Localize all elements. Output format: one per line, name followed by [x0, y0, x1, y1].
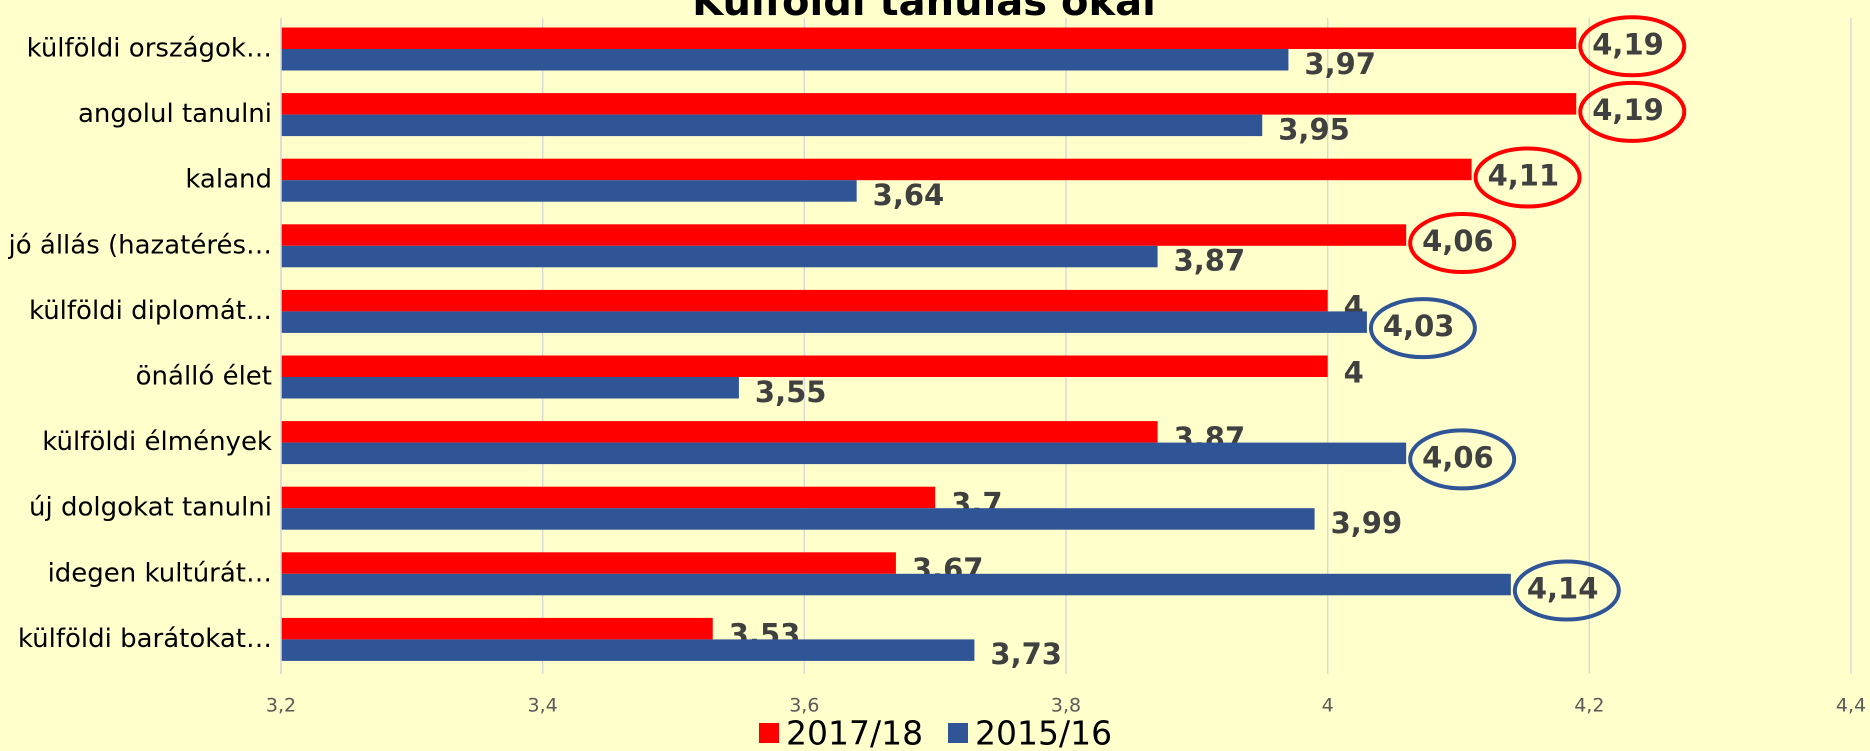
bar	[281, 311, 1367, 333]
value-label: 3,64	[873, 178, 945, 212]
value-label: 4,03	[1383, 309, 1455, 343]
category-label: külföldi diplomát…	[29, 296, 272, 326]
highlight-ellipse	[1473, 146, 1582, 209]
bar	[281, 114, 1263, 137]
x-tick-label: 3,2	[266, 695, 296, 717]
bar	[281, 158, 1472, 181]
highlight-ellipse	[1368, 297, 1477, 360]
value-label: 4,14	[1527, 572, 1599, 606]
bar	[281, 421, 1158, 443]
category-label: jó állás (hazatérés…	[7, 230, 272, 260]
value-label: 3,97	[1304, 47, 1376, 81]
x-tick-label: 4,4	[1836, 695, 1866, 717]
highlight-ellipse	[1578, 15, 1687, 78]
value-label: 4,06	[1422, 224, 1494, 258]
bar	[281, 245, 1158, 268]
bar	[281, 442, 1407, 465]
x-tick-label: 3,6	[789, 695, 819, 717]
bar	[281, 486, 936, 509]
category-label: önálló élet	[136, 362, 272, 392]
value-label: 3,95	[1278, 112, 1350, 146]
category-label: külföldi barátokat…	[18, 624, 272, 654]
highlight-ellipse	[1408, 428, 1517, 491]
bar	[281, 617, 713, 640]
x-tick-label: 3,8	[1051, 695, 1081, 717]
value-label: 4,06	[1422, 440, 1494, 474]
bar	[281, 93, 1577, 115]
legend-label: 2017/18	[786, 714, 923, 751]
bar	[281, 552, 896, 574]
bar	[281, 377, 739, 399]
value-label: 3,55	[755, 375, 827, 409]
value-label: 4,19	[1592, 27, 1664, 61]
x-tick-label: 4,2	[1574, 695, 1604, 717]
highlight-ellipse	[1408, 212, 1517, 275]
bar	[281, 27, 1577, 49]
bar	[281, 573, 1511, 596]
category-label: új dolgokat tanulni	[29, 493, 272, 523]
bar	[281, 639, 975, 661]
category-label: kaland	[185, 165, 272, 195]
bar	[281, 355, 1328, 377]
category-label: angolul tanulni	[78, 99, 272, 129]
value-label: 4,11	[1488, 158, 1560, 192]
legend-swatch	[759, 723, 779, 743]
chart-title: Külföldi tanulás okai	[692, 0, 1156, 25]
bar	[281, 224, 1407, 246]
x-tick-label: 3,4	[528, 695, 558, 717]
value-label: 3,99	[1331, 506, 1403, 540]
legend-swatch	[948, 723, 968, 743]
x-tick-label: 4	[1322, 695, 1334, 717]
highlight-ellipse	[1512, 559, 1621, 622]
value-label: 4	[1344, 355, 1364, 389]
bar	[281, 289, 1328, 312]
value-label: 3,87	[1174, 244, 1246, 278]
category-label: külföldi élmények	[42, 427, 272, 457]
value-label: 3,73	[990, 637, 1062, 671]
value-label: 4,19	[1592, 93, 1664, 127]
legend-label: 2015/16	[975, 714, 1112, 751]
bar	[281, 508, 1315, 530]
bar	[281, 49, 1289, 71]
category-label: idegen kultúrát…	[48, 558, 272, 588]
category-label: külföldi országok…	[27, 34, 272, 64]
bar	[281, 180, 857, 202]
highlight-ellipse	[1578, 80, 1687, 143]
